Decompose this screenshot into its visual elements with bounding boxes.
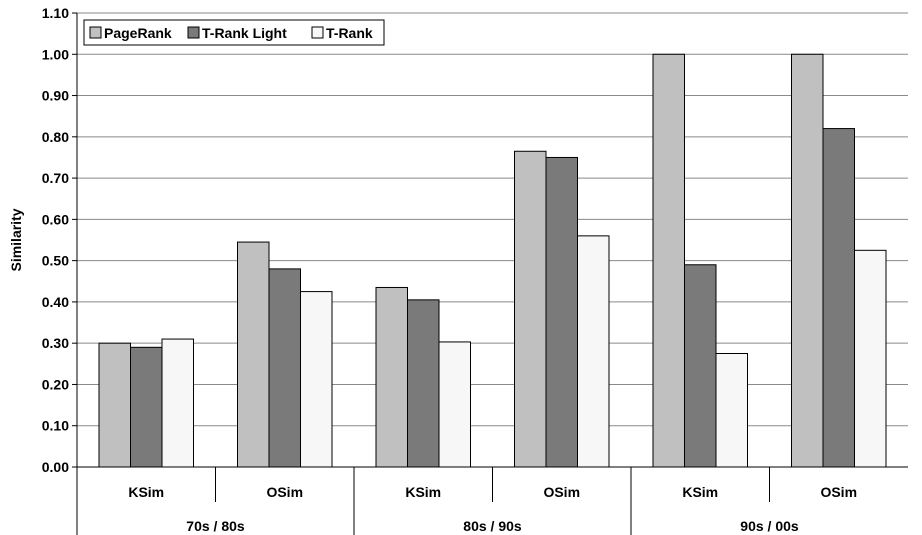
y-axis-title: Similarity [8,208,24,271]
bar [438,341,471,468]
bar [161,338,194,468]
bar [652,53,685,468]
legend-label: T-Rank Light [202,25,287,41]
bar [684,264,717,468]
y-tick-label: 1.00 [42,46,69,62]
y-tick-label: 0.60 [42,211,69,227]
x-category-label: KSim [405,484,441,500]
x-category-label: KSim [128,484,164,500]
legend-label: PageRank [104,25,172,41]
y-tick-label: 0.70 [42,170,69,186]
x-category-label: OSim [820,484,857,500]
bar [822,128,855,468]
bar [130,346,163,468]
bar [268,268,301,468]
bar [854,249,887,468]
axes [72,12,908,535]
bar [577,235,610,468]
x-category-label: KSim [682,484,718,500]
x-category-label: OSim [266,484,303,500]
bar [375,286,408,468]
bar [98,342,131,468]
bar [300,291,333,468]
y-tick-label: 0.50 [42,253,69,269]
bar [545,156,578,468]
legend-swatch [89,26,102,39]
y-tick-label: 0.90 [42,88,69,104]
legend-swatch [311,26,324,39]
x-category-label: OSim [543,484,580,500]
legend-swatch [187,26,200,39]
bar [407,299,440,468]
y-tick-label: 0.10 [42,418,69,434]
y-tick-labels: 0.00 0.10 0.20 0.30 0.40 0.50 0.60 0.70 0.80 0.90… [42,5,69,475]
y-tick-label: 0.00 [42,459,69,475]
x-group-label: 90s / 00s [740,518,799,534]
bar [237,241,270,468]
gridlines [77,12,908,468]
x-group-label: 80s / 90s [463,518,522,534]
y-tick-label: 0.30 [42,335,69,351]
legend-label: T-Rank [326,25,373,41]
y-tick-label: 0.20 [42,376,69,392]
x-group-label: 70s / 80s [186,518,245,534]
bar [715,353,748,468]
bar [514,150,547,468]
y-tick-label: 1.10 [42,5,69,21]
legend: PageRank T-Rank Light T-Rank [83,19,385,46]
y-tick-label: 0.80 [42,129,69,145]
bars [98,53,887,468]
legend-box [83,19,385,46]
bar [791,53,824,468]
x-category-labels: KSim OSim KSim OSim KSim OSim 70s / 80s 80s / 9… [128,484,857,534]
y-tick-label: 0.40 [42,294,69,310]
